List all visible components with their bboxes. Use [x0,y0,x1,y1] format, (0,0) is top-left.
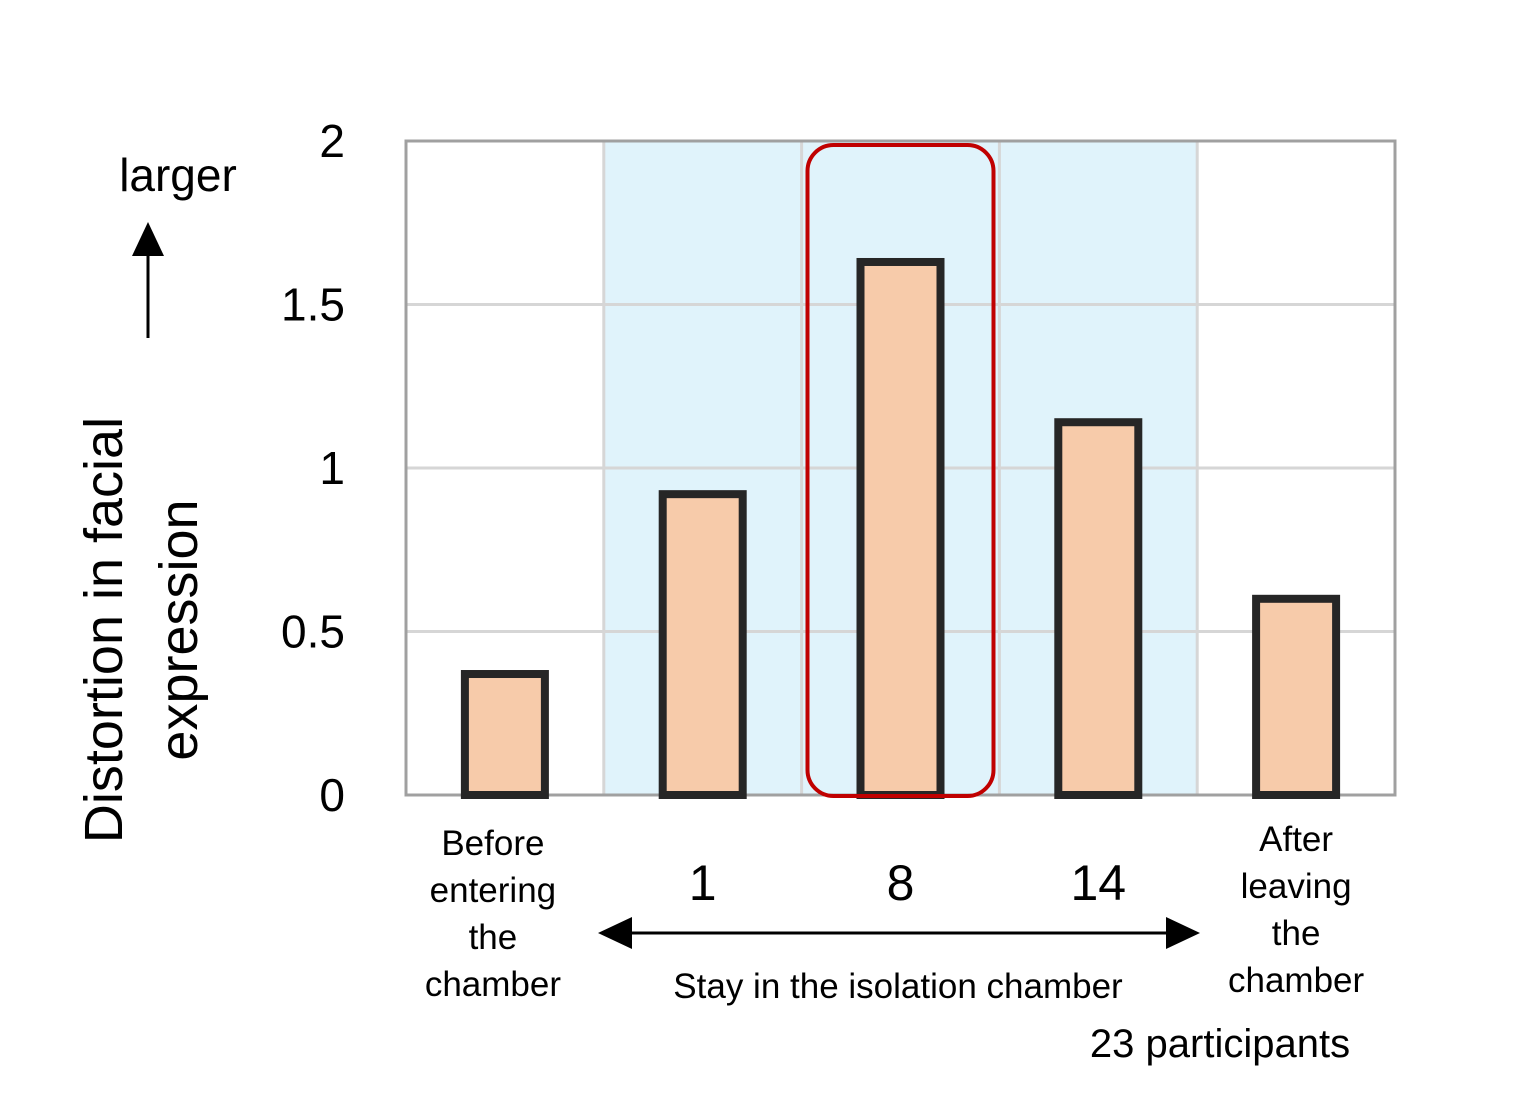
category-label: 1 [689,855,717,911]
category-labels: Before entering the chamber 1 8 14 After leaving… [425,820,1365,1004]
y-axis-label: Distortion in facial expression [74,417,209,843]
category-label-line: After [1259,820,1333,859]
span-arrow-left-head [598,917,632,949]
bar [1252,594,1341,799]
highlight-box [805,143,996,798]
y-tick-label: 0 [319,769,345,821]
y-axis-label-line: expression [149,499,209,760]
category-label-line: chamber [425,965,562,1004]
y-tick-labels: 0 0.5 1 1.5 2 [281,115,345,821]
category-label-line: entering [430,871,556,910]
category-label: 8 [887,855,915,911]
y-tick-label: 2 [319,115,345,167]
participants-note: 23 participants [1090,1022,1350,1066]
category-label-line: the [1272,914,1321,953]
y-axis-label-line: Distortion in facial [74,417,134,843]
category-label-line: chamber [1228,961,1365,1000]
bar [1054,418,1143,799]
bar [856,257,945,799]
bar [658,490,747,799]
category-label-line: leaving [1241,867,1352,906]
category-label-line: Before [441,824,544,863]
y-tick-label: 0.5 [281,606,345,658]
up-arrow-head [132,222,164,256]
span-arrow-right-head [1166,917,1200,949]
direction-label: larger [119,149,237,201]
category-label: 14 [1070,855,1126,911]
y-tick-label: 1.5 [281,279,345,331]
annotations: larger Stay in the isolation chamber 23 pa… [119,149,1350,1066]
bar [460,670,549,800]
y-tick-label: 1 [319,442,345,494]
category-label-line: the [469,918,518,957]
bars [460,143,1341,800]
span-label: Stay in the isolation chamber [673,967,1123,1006]
